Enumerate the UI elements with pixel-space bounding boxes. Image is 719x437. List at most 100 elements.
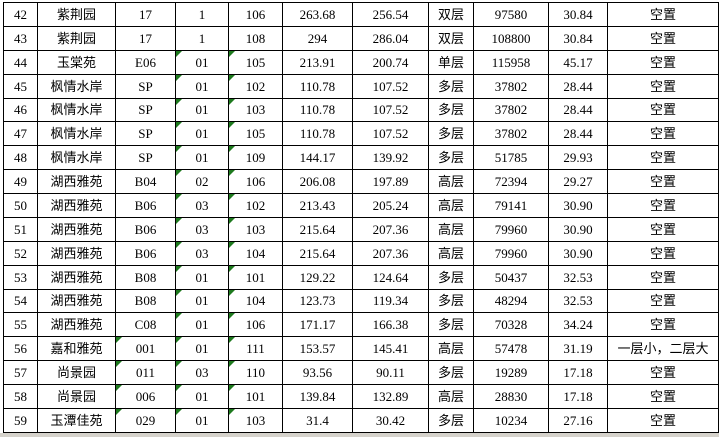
floor-type-cell[interactable]: 多层 <box>428 73 474 99</box>
status-cell[interactable]: 空置 <box>607 384 719 409</box>
floor-type-cell[interactable]: 高层 <box>428 240 474 266</box>
price-cell[interactable]: 108800 <box>473 25 549 51</box>
status-cell[interactable]: 空置 <box>607 169 719 194</box>
row-number-cell[interactable]: 54 <box>3 288 38 314</box>
room-cell[interactable]: 106 <box>228 2 283 27</box>
floor-type-cell[interactable]: 高层 <box>428 169 474 194</box>
unit-cell[interactable]: 01 <box>175 97 229 123</box>
gross-area-cell[interactable]: 294 <box>282 25 353 51</box>
status-cell[interactable]: 空置 <box>607 216 719 242</box>
community-name-cell[interactable]: 玉棠苑 <box>37 49 116 75</box>
building-cell[interactable]: 001 <box>115 336 176 362</box>
net-area-cell[interactable]: 256.54 <box>352 2 429 27</box>
status-cell[interactable]: 空置 <box>607 2 719 27</box>
community-name-cell[interactable]: 湖西雅苑 <box>37 264 116 290</box>
status-cell[interactable]: 空置 <box>607 240 719 266</box>
status-cell[interactable]: 空置 <box>607 312 719 338</box>
status-cell[interactable]: 空置 <box>607 145 719 171</box>
gross-area-cell[interactable]: 93.56 <box>282 360 353 385</box>
unit-cell[interactable]: 01 <box>175 407 229 434</box>
floor-type-cell[interactable]: 高层 <box>428 216 474 242</box>
unit-cell[interactable]: 03 <box>175 240 229 266</box>
price-cell[interactable]: 79141 <box>473 193 549 218</box>
community-name-cell[interactable]: 湖西雅苑 <box>37 216 116 242</box>
price-cell[interactable]: 37802 <box>473 73 549 99</box>
building-cell[interactable]: 17 <box>115 25 176 51</box>
unit-price-cell[interactable]: 31.19 <box>548 336 608 362</box>
gross-area-cell[interactable]: 171.17 <box>282 312 353 338</box>
price-cell[interactable]: 70328 <box>473 312 549 338</box>
unit-cell[interactable]: 03 <box>175 216 229 242</box>
room-cell[interactable]: 108 <box>228 25 283 51</box>
building-cell[interactable]: 011 <box>115 360 176 385</box>
gross-area-cell[interactable]: 215.64 <box>282 216 353 242</box>
gross-area-cell[interactable]: 31.4 <box>282 407 353 434</box>
row-number-cell[interactable]: 56 <box>3 336 38 362</box>
building-cell[interactable]: 029 <box>115 407 176 434</box>
row-number-cell[interactable]: 43 <box>3 25 38 51</box>
gross-area-cell[interactable]: 123.73 <box>282 288 353 314</box>
unit-cell[interactable]: 02 <box>175 169 229 194</box>
price-cell[interactable]: 28830 <box>473 384 549 409</box>
price-cell[interactable]: 48294 <box>473 288 549 314</box>
status-cell[interactable]: 空置 <box>607 25 719 51</box>
status-cell[interactable]: 空置 <box>607 288 719 314</box>
unit-cell[interactable]: 01 <box>175 312 229 338</box>
unit-price-cell[interactable]: 32.53 <box>548 264 608 290</box>
floor-type-cell[interactable]: 双层 <box>428 25 474 51</box>
net-area-cell[interactable]: 286.04 <box>352 25 429 51</box>
building-cell[interactable]: SP <box>115 97 176 123</box>
gross-area-cell[interactable]: 206.08 <box>282 169 353 194</box>
gross-area-cell[interactable]: 129.22 <box>282 264 353 290</box>
floor-type-cell[interactable]: 多层 <box>428 145 474 171</box>
room-cell[interactable]: 103 <box>228 407 283 434</box>
net-area-cell[interactable]: 107.52 <box>352 97 429 123</box>
unit-price-cell[interactable]: 28.44 <box>548 97 608 123</box>
community-name-cell[interactable]: 湖西雅苑 <box>37 312 116 338</box>
floor-type-cell[interactable]: 高层 <box>428 384 474 409</box>
gross-area-cell[interactable]: 110.78 <box>282 121 353 147</box>
building-cell[interactable]: B06 <box>115 240 176 266</box>
gross-area-cell[interactable]: 215.64 <box>282 240 353 266</box>
net-area-cell[interactable]: 119.34 <box>352 288 429 314</box>
net-area-cell[interactable]: 124.64 <box>352 264 429 290</box>
row-number-cell[interactable]: 50 <box>3 193 38 218</box>
net-area-cell[interactable]: 145.41 <box>352 336 429 362</box>
price-cell[interactable]: 51785 <box>473 145 549 171</box>
floor-type-cell[interactable]: 多层 <box>428 407 474 434</box>
room-cell[interactable]: 106 <box>228 312 283 338</box>
community-name-cell[interactable]: 湖西雅苑 <box>37 240 116 266</box>
status-cell[interactable]: 空置 <box>607 49 719 75</box>
building-cell[interactable]: 006 <box>115 384 176 409</box>
gross-area-cell[interactable]: 144.17 <box>282 145 353 171</box>
gross-area-cell[interactable]: 110.78 <box>282 97 353 123</box>
room-cell[interactable]: 110 <box>228 360 283 385</box>
gross-area-cell[interactable]: 110.78 <box>282 73 353 99</box>
status-cell[interactable]: 一层小，二层大 <box>607 336 719 362</box>
status-cell[interactable]: 空置 <box>607 360 719 385</box>
unit-price-cell[interactable]: 29.93 <box>548 145 608 171</box>
community-name-cell[interactable]: 尚景园 <box>37 384 116 409</box>
floor-type-cell[interactable]: 多层 <box>428 121 474 147</box>
building-cell[interactable]: B06 <box>115 193 176 218</box>
net-area-cell[interactable]: 205.24 <box>352 193 429 218</box>
room-cell[interactable]: 104 <box>228 288 283 314</box>
unit-cell[interactable]: 01 <box>175 49 229 75</box>
room-cell[interactable]: 102 <box>228 73 283 99</box>
community-name-cell[interactable]: 湖西雅苑 <box>37 288 116 314</box>
unit-cell[interactable]: 01 <box>175 264 229 290</box>
unit-cell[interactable]: 01 <box>175 121 229 147</box>
building-cell[interactable]: SP <box>115 121 176 147</box>
row-number-cell[interactable]: 53 <box>3 264 38 290</box>
row-number-cell[interactable]: 48 <box>3 145 38 171</box>
community-name-cell[interactable]: 枫情水岸 <box>37 97 116 123</box>
status-cell[interactable]: 空置 <box>607 121 719 147</box>
row-number-cell[interactable]: 47 <box>3 121 38 147</box>
unit-price-cell[interactable]: 28.44 <box>548 73 608 99</box>
unit-cell[interactable]: 03 <box>175 360 229 385</box>
net-area-cell[interactable]: 207.36 <box>352 240 429 266</box>
gross-area-cell[interactable]: 139.84 <box>282 384 353 409</box>
net-area-cell[interactable]: 107.52 <box>352 121 429 147</box>
floor-type-cell[interactable]: 多层 <box>428 288 474 314</box>
building-cell[interactable]: B08 <box>115 288 176 314</box>
